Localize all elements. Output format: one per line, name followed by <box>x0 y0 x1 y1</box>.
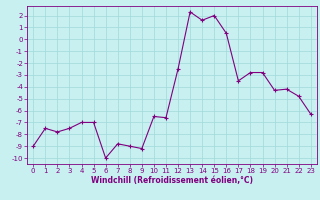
X-axis label: Windchill (Refroidissement éolien,°C): Windchill (Refroidissement éolien,°C) <box>91 176 253 185</box>
